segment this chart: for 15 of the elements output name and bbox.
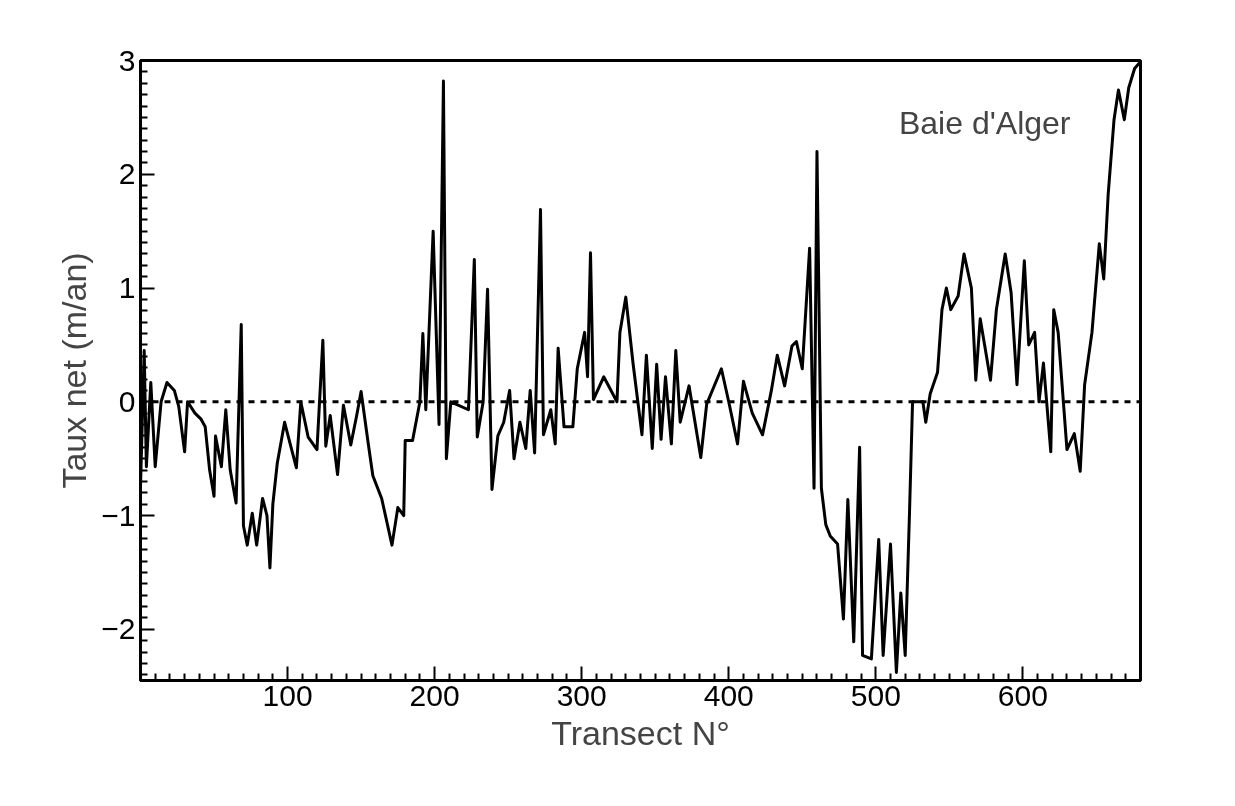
x-tick-label: 100 (262, 678, 313, 712)
annotation: Baie d'Alger (898, 104, 1071, 141)
y-tick-label: 3 (118, 43, 136, 77)
y-tick-label: 2 (118, 157, 136, 191)
y-tick-label: −1 (101, 498, 136, 532)
x-tick-label: 400 (703, 678, 754, 712)
y-tick-label: −2 (101, 612, 136, 646)
y-tick-label: 0 (118, 384, 136, 418)
y-axis-title: Taux net (m/an) (55, 252, 94, 489)
x-tick-label: 500 (850, 678, 901, 712)
x-tick-label: 200 (409, 678, 460, 712)
x-tick-label: 300 (556, 678, 607, 712)
x-tick-label: 600 (997, 678, 1048, 712)
y-tick-label: 1 (118, 271, 136, 305)
x-axis-title: Transect N° (551, 713, 730, 752)
